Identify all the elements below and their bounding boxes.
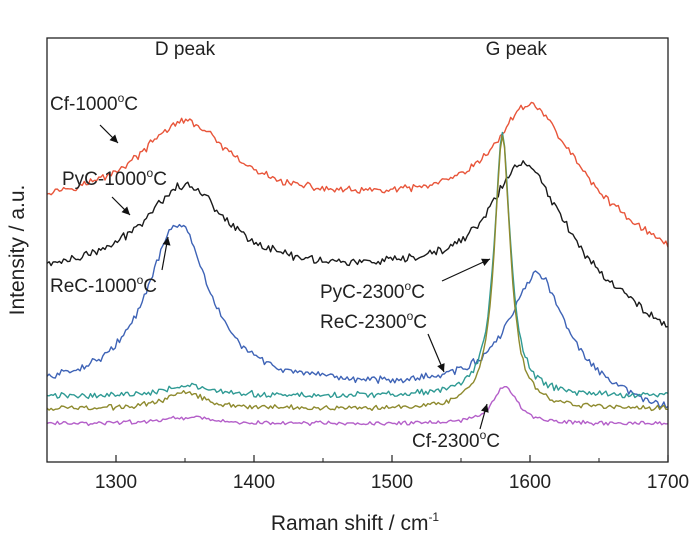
series-line-cf1000 [46,101,669,248]
peak-label-1: G peak [486,39,548,60]
plot-frame [46,37,669,463]
series-line-pyc1000 [46,160,669,328]
x-ticks: 1300 1400 1500 1600 1700 [46,455,689,493]
annotation-label-rec2300: ReC-2300oC [320,309,427,333]
annotation-arrowhead-pyc2300 [481,258,490,266]
series-layer [46,101,669,427]
annotation-arrowhead-cf1000 [109,134,118,143]
annotation-label-rec1000: ReC-1000oC [50,273,157,297]
series-annotations: Cf-1000oC PyC-1000oC ReC-1000oC PyC-2300oC R… [50,91,500,452]
annotation-arrowhead-rec1000 [162,237,171,246]
annotation-label-pyc1000: PyC-1000oC [62,166,167,190]
x-tick-label-1600: 1600 [509,472,551,493]
x-axis-title: Raman shift / cm-1 [271,510,440,535]
peak-labels: D peak G peak [155,39,547,60]
annotation-arrowhead-pyc1000 [121,206,130,215]
annotation-arrow-pyc2300 [441,258,491,282]
y-axis-title: Intensity / a.u. [6,185,29,316]
series-line-rec1000 [46,223,669,409]
series-line-pyc2300 [46,131,669,400]
annotation-arrowhead-cf2300 [480,404,489,413]
x-tick-label-1300: 1300 [95,472,137,493]
series-line-rec2300 [46,134,668,412]
peak-label-0: D peak [155,39,216,60]
annotation-label-pyc2300: PyC-2300oC [320,279,425,303]
x-tick-label-1700: 1700 [647,472,689,493]
x-tick-label-1500: 1500 [371,472,413,493]
x-tick-label-1400: 1400 [233,472,275,493]
annotation-label-cf1000: Cf-1000oC [50,91,138,115]
annotation-label-cf2300: Cf-2300oC [412,428,500,452]
series-line-cf2300 [46,386,669,427]
annotation-arrowhead-rec2300 [437,363,445,372]
